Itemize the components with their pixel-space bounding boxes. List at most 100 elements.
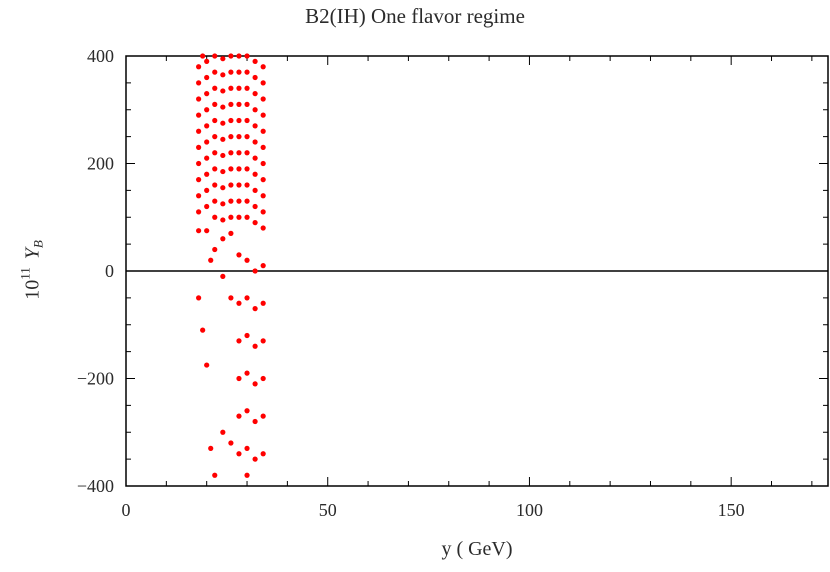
- data-point: [208, 257, 214, 263]
- data-point: [220, 152, 226, 159]
- data-point: [236, 413, 242, 419]
- data-point: [228, 230, 234, 236]
- data-point: [244, 445, 250, 451]
- data-point: [220, 236, 226, 242]
- data-point: [228, 134, 234, 140]
- data-point: [244, 182, 250, 188]
- data-point: [236, 214, 242, 220]
- data-point: [236, 451, 242, 457]
- y-tick-label: 400: [87, 46, 114, 66]
- data-point: [212, 117, 218, 124]
- data-point: [236, 300, 242, 306]
- y-tick-label: −400: [77, 476, 114, 496]
- data-point: [236, 375, 242, 382]
- data-point: [252, 74, 258, 81]
- data-point: [244, 101, 250, 107]
- data-point: [204, 228, 210, 234]
- data-point: [196, 144, 202, 150]
- data-point: [228, 198, 234, 204]
- data-point: [244, 85, 250, 91]
- data-point: [228, 101, 234, 107]
- data-point: [204, 123, 210, 129]
- data-point: [236, 117, 242, 124]
- data-point: [252, 107, 258, 113]
- data-point: [220, 168, 226, 175]
- data-point: [260, 64, 266, 70]
- data-point: [260, 144, 266, 150]
- data-point: [200, 327, 206, 333]
- data-point: [196, 160, 202, 167]
- data-point: [244, 214, 250, 220]
- axis-ticks: [125, 55, 828, 487]
- data-point: [260, 375, 266, 382]
- data-point: [252, 58, 258, 64]
- data-point: [252, 155, 258, 161]
- x-tick-label: 0: [122, 500, 131, 520]
- data-point: [260, 112, 266, 118]
- data-point: [244, 134, 250, 140]
- data-point: [212, 166, 218, 172]
- data-point: [260, 193, 266, 199]
- data-point: [236, 198, 242, 204]
- data-point: [252, 268, 258, 274]
- data-point: [228, 214, 234, 220]
- data-point: [204, 91, 210, 97]
- data-point: [252, 123, 258, 129]
- data-point: [212, 182, 218, 188]
- data-point: [220, 429, 226, 435]
- x-axis-label: y ( GeV): [441, 538, 513, 560]
- data-point: [252, 220, 258, 226]
- data-point: [252, 139, 258, 145]
- data-point: [220, 88, 226, 94]
- data-point: [204, 155, 210, 161]
- y-tick-label: −200: [77, 369, 114, 389]
- data-point: [252, 418, 258, 425]
- axis-tick-labels: 0 50 100 150 −400 −200 0 200 400: [77, 46, 745, 520]
- y-axis-label-subscript: B: [30, 240, 46, 249]
- x-tick-label: 150: [718, 500, 745, 520]
- data-point: [228, 440, 234, 446]
- x-tick-label: 100: [516, 500, 543, 520]
- data-point: [204, 171, 210, 177]
- data-point: [244, 198, 250, 204]
- y-axis-label: 1011 YB: [18, 240, 47, 300]
- data-point: [220, 273, 226, 279]
- y-tick-label: 0: [105, 261, 114, 281]
- data-point: [244, 472, 250, 478]
- data-point: [220, 72, 226, 78]
- data-point: [260, 96, 266, 102]
- data-point: [212, 134, 218, 140]
- data-point: [228, 85, 234, 91]
- data-point: [244, 150, 250, 156]
- data-point: [228, 182, 234, 188]
- data-point: [200, 53, 206, 59]
- data-point: [220, 104, 226, 110]
- data-point: [212, 101, 218, 107]
- data-point: [204, 203, 210, 210]
- data-point: [204, 187, 210, 193]
- data-point: [260, 300, 266, 306]
- data-point: [244, 370, 250, 376]
- data-point: [260, 413, 266, 419]
- data-point: [236, 166, 242, 172]
- data-point: [260, 225, 266, 231]
- data-point: [196, 193, 202, 199]
- data-point: [236, 101, 242, 107]
- data-point: [244, 257, 250, 263]
- x-tick-label: 50: [319, 500, 337, 520]
- chart-title: B2(IH) One flavor regime: [305, 4, 525, 28]
- data-point: [244, 69, 250, 75]
- data-point: [204, 58, 210, 64]
- data-point: [252, 203, 258, 210]
- data-point: [260, 160, 266, 167]
- data-point: [236, 338, 242, 344]
- data-point: [196, 228, 202, 234]
- data-point: [212, 246, 218, 253]
- data-point: [236, 182, 242, 188]
- data-point: [196, 96, 202, 102]
- data-point: [220, 120, 226, 126]
- y-axis-label-base: 10: [21, 279, 44, 300]
- data-point: [252, 91, 258, 97]
- data-point: [212, 214, 218, 220]
- data-point: [204, 362, 210, 368]
